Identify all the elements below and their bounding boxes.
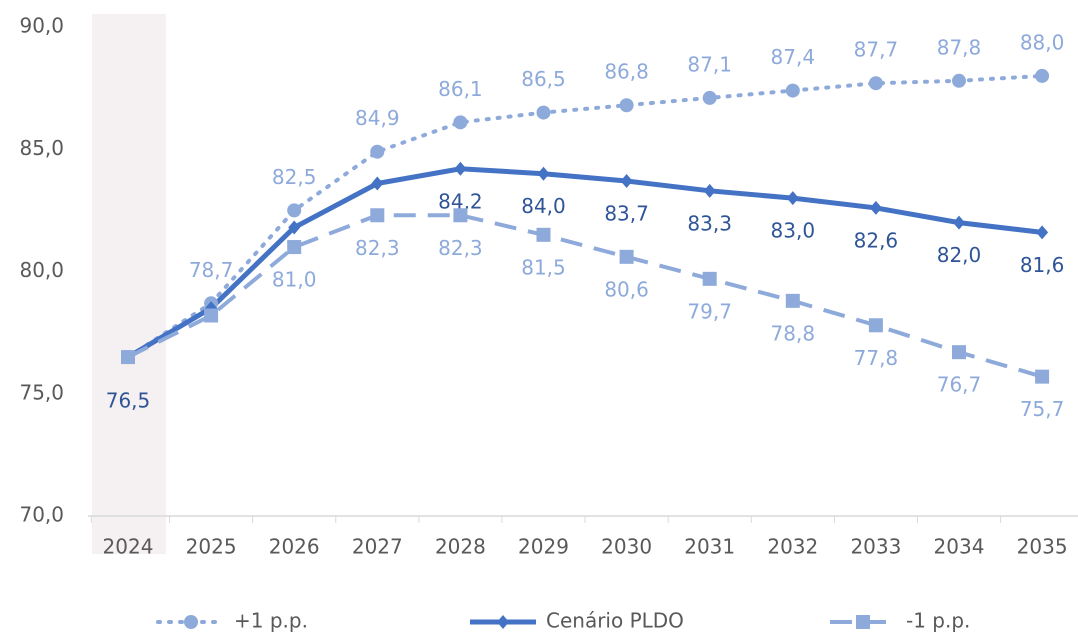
data-point [453,115,468,130]
data-point [287,240,302,255]
x-tick-label: 2030 [601,535,652,559]
x-tick-label: 2027 [352,535,403,559]
data-point [287,203,302,218]
legend-marker [856,615,870,629]
data-label: 76,7 [937,373,982,397]
data-point [453,208,468,223]
highlight-band [92,14,166,554]
x-tick-label: 2026 [269,535,320,559]
data-point [288,220,301,235]
data-point [371,176,384,191]
data-label: 79,7 [687,299,732,323]
data-point [1035,68,1050,83]
data-point [619,249,634,264]
x-tick-label: 2032 [767,535,818,559]
data-label: 83,3 [687,211,732,235]
legend-label: +1 p.p. [234,609,308,633]
data-point [702,90,717,105]
series-line [126,166,1043,360]
data-point [953,215,965,230]
y-tick-label: 80,0 [19,258,64,282]
data-label: 82,3 [438,236,483,260]
data-label: 81,6 [1020,253,1065,277]
x-tick-label: 2028 [435,535,486,559]
x-tick-label: 2035 [1017,535,1068,559]
data-label: 82,3 [355,236,400,260]
data-point [536,227,551,242]
data-point [620,174,633,189]
x-tick-label: 2025 [186,535,237,559]
x-tick-label: 2029 [518,535,569,559]
data-label: 75,7 [1020,397,1065,421]
legend-label: Cenário PLDO [546,609,684,633]
y-tick-label: 90,0 [19,14,64,38]
data-label: 78,8 [771,321,816,345]
data-label: 81,5 [521,255,566,279]
data-point [537,166,550,181]
legend-marker [184,615,198,629]
data-label: 87,1 [687,52,732,76]
data-point [786,191,799,206]
data-label: 84,0 [521,194,566,218]
data-point [952,73,966,88]
data-label: 76,5 [106,389,151,413]
data-label: 84,9 [355,106,400,130]
y-tick-label: 75,0 [19,380,64,404]
data-point [868,76,883,91]
data-label: 77,8 [854,346,899,370]
legend-marker [497,615,509,629]
data-point [1036,225,1049,240]
x-tick-label: 2024 [103,535,154,559]
data-point [703,183,716,198]
data-point [454,161,467,176]
data-point [204,308,219,323]
data-point [619,98,634,113]
data-point [952,345,966,360]
data-label: 86,8 [604,60,649,84]
data-point [536,105,551,120]
y-tick-label: 70,0 [19,503,64,527]
data-label: 88,0 [1020,30,1065,54]
data-label: 83,0 [771,219,816,243]
data-label: 81,0 [272,268,317,292]
data-label: 78,7 [189,258,234,282]
data-label: 82,5 [272,165,317,189]
x-tick-label: 2031 [684,535,735,559]
data-point [785,83,800,98]
data-point [370,208,385,223]
data-label: 87,7 [854,38,899,62]
x-tick-label: 2033 [850,535,901,559]
x-tick-label: 2034 [934,535,985,559]
data-label: 86,1 [438,77,483,101]
data-label: 82,0 [937,243,982,267]
data-label: 87,8 [937,35,982,59]
legend-label: -1 p.p. [906,609,970,633]
data-point [702,271,717,286]
data-label: 82,6 [854,228,899,252]
data-point [869,200,882,215]
data-label: 86,5 [521,67,566,91]
data-label: 80,6 [604,277,649,301]
data-point [868,318,883,333]
data-label: 83,7 [604,202,649,226]
series-line [126,73,1045,360]
y-tick-label: 85,0 [19,136,64,160]
data-point [121,350,135,365]
data-point [1035,369,1050,384]
series-line [127,213,1043,379]
data-point [370,144,385,159]
data-point [785,293,800,308]
data-label: 87,4 [771,45,816,69]
